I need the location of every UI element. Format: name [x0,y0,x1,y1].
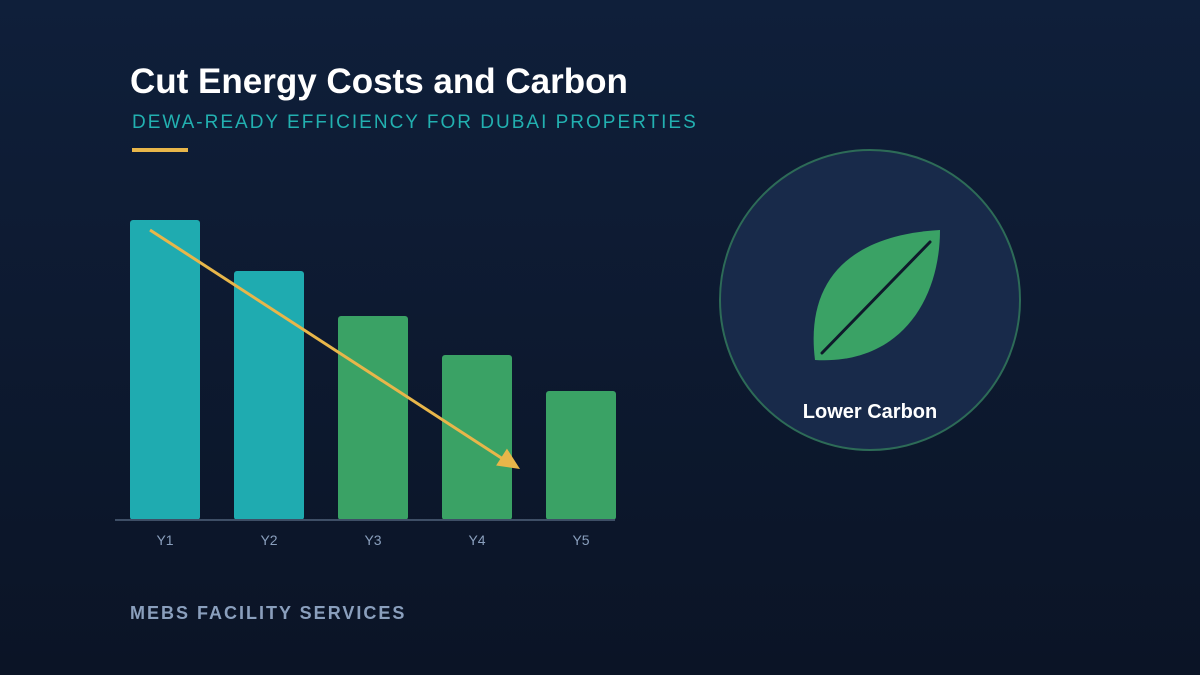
slide-subtitle: DEWA-READY EFFICIENCY FOR DUBAI PROPERTI… [132,112,698,133]
leaf-icon [813,230,940,361]
bar-y5 [546,391,616,520]
x-tick-label: Y1 [156,532,173,548]
bar-y1 [130,220,200,520]
trend-arrow-line [149,228,507,463]
bar-y3 [338,316,408,520]
bar-y4 [442,355,512,520]
trend-arrowhead [496,448,520,469]
badge-label: Lower Carbon [803,401,937,423]
x-tick-label: Y5 [572,532,589,548]
slide-title: Cut Energy Costs and Carbon [130,62,628,101]
bar-y2 [234,271,304,520]
company-footer: MEBS FACILITY SERVICES [130,603,407,623]
x-tick-label: Y4 [468,532,485,548]
x-tick-label: Y3 [364,532,381,548]
accent-divider [132,148,188,152]
x-tick-label: Y2 [260,532,277,548]
